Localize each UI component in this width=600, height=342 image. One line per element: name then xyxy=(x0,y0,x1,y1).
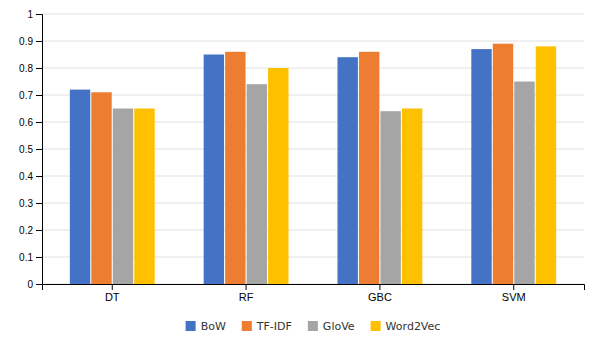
bar xyxy=(225,52,245,284)
tick: RF xyxy=(239,284,254,303)
tick: 0.2 xyxy=(19,225,42,236)
tick-label: 0.3 xyxy=(19,198,33,209)
grid-line xyxy=(42,14,584,15)
tick-label: 1 xyxy=(27,9,33,20)
legend-swatch xyxy=(186,321,196,331)
bar xyxy=(471,49,491,284)
tick-mark xyxy=(36,95,42,96)
legend-item: GloVe xyxy=(308,320,355,333)
tick: GBC xyxy=(368,284,392,303)
bar xyxy=(113,109,133,285)
tick-mark xyxy=(36,203,42,204)
bar xyxy=(514,82,534,285)
legend-swatch xyxy=(308,321,318,331)
bar xyxy=(402,109,422,285)
tick: 0.6 xyxy=(19,117,42,128)
tick-label: GBC xyxy=(368,291,392,303)
bar-series xyxy=(113,82,535,285)
bar xyxy=(493,44,513,284)
legend-item: BoW xyxy=(186,320,226,333)
tick-mark xyxy=(36,230,42,231)
tick-mark xyxy=(379,284,380,290)
tick: 0.5 xyxy=(19,144,42,155)
tick-mark xyxy=(246,284,247,290)
legend-label: BoW xyxy=(201,320,226,333)
tick-label: RF xyxy=(239,291,254,303)
bar xyxy=(204,55,224,285)
bar xyxy=(380,111,400,284)
legend-label: Word2Vec xyxy=(386,320,441,333)
tick-label: SVM xyxy=(502,291,526,303)
axis-domain xyxy=(43,285,585,291)
bar xyxy=(337,57,357,284)
tick-label: 0.1 xyxy=(19,252,33,263)
tick-label: DT xyxy=(105,291,120,303)
tick-label: 0.8 xyxy=(19,63,33,74)
bar xyxy=(268,68,288,284)
bar-series xyxy=(91,44,513,284)
tick-label: 0.6 xyxy=(19,117,33,128)
bar xyxy=(134,109,154,285)
legend-label: TF-IDF xyxy=(256,320,292,333)
tick: 0.3 xyxy=(19,198,42,209)
bar-series xyxy=(134,46,556,284)
tick: 0.4 xyxy=(19,171,42,182)
tick: 0.1 xyxy=(19,252,42,263)
axis-domain xyxy=(36,15,43,285)
tick-mark xyxy=(36,14,42,15)
tick-mark xyxy=(36,41,42,42)
tick-mark xyxy=(36,284,42,285)
tick: 0.9 xyxy=(19,36,42,47)
grid xyxy=(42,14,584,284)
tick-label: 0 xyxy=(27,279,33,290)
bar-series xyxy=(70,49,492,284)
chart: 0 0.1 0.2 0.3 0.4 0.5 0.6 0.7 0.8 0.9 1 DT RF GBC SVM B… xyxy=(0,0,600,342)
tick: 0.7 xyxy=(19,90,42,101)
x-axis: DT RF GBC SVM xyxy=(43,284,585,303)
bar xyxy=(91,92,111,284)
tick-mark xyxy=(36,122,42,123)
bar xyxy=(536,46,556,284)
tick-label: 0.7 xyxy=(19,90,33,101)
tick: SVM xyxy=(502,284,526,303)
tick-mark xyxy=(36,149,42,150)
tick: 1 xyxy=(27,9,42,20)
tick-label: 0.4 xyxy=(19,171,33,182)
legend-item: Word2Vec xyxy=(371,320,441,333)
tick-mark xyxy=(513,284,514,290)
bar xyxy=(70,90,90,284)
tick-mark xyxy=(36,176,42,177)
legend-item: TF-IDF xyxy=(242,320,292,333)
plot: 0 0.1 0.2 0.3 0.4 0.5 0.6 0.7 0.8 0.9 1 DT RF GBC SVM xyxy=(19,9,584,303)
tick-mark xyxy=(112,284,113,290)
tick: DT xyxy=(105,284,120,303)
legend: BoW TF-IDF GloVe Word2Vec xyxy=(186,320,441,333)
legend-swatch xyxy=(371,321,381,331)
tick-label: 0.5 xyxy=(19,144,33,155)
tick: 0.8 xyxy=(19,63,42,74)
bars xyxy=(70,44,556,284)
grid-line xyxy=(42,41,584,42)
tick: 0 xyxy=(27,279,42,290)
legend-label: GloVe xyxy=(323,320,355,333)
tick-label: 0.2 xyxy=(19,225,33,236)
tick-mark xyxy=(36,257,42,258)
y-axis: 0 0.1 0.2 0.3 0.4 0.5 0.6 0.7 0.8 0.9 1 xyxy=(19,9,42,290)
bar xyxy=(359,52,379,284)
bar xyxy=(247,84,267,284)
tick-mark xyxy=(36,68,42,69)
legend-swatch xyxy=(242,321,252,331)
tick-label: 0.9 xyxy=(19,36,33,47)
